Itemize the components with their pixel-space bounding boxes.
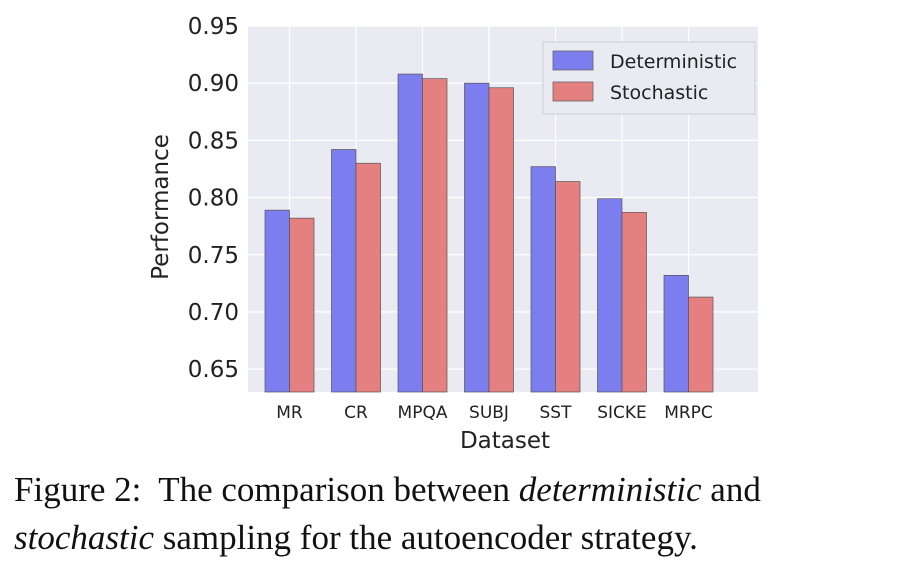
legend-swatch-deterministic (552, 50, 594, 71)
bar-stochastic-cr (355, 162, 381, 393)
bar-stochastic-sst (555, 181, 581, 393)
x-tick-label: CR (344, 403, 368, 423)
legend-label-stochastic: Stochastic (610, 82, 708, 104)
y-tick-labels: 0.65 0.70 0.75 0.80 0.85 0.90 0.95 (188, 14, 239, 383)
bar-deterministic-mpqa (397, 73, 423, 393)
legend-swatch-stochastic (552, 81, 594, 102)
y-tick-label: 0.80 (188, 186, 239, 212)
x-tick-label: SST (540, 403, 573, 423)
legend: Deterministic Stochastic (542, 41, 756, 115)
y-tick-label: 0.75 (188, 243, 239, 269)
bar-deterministic-subj (464, 82, 490, 393)
caption-emphasis-stochastic: stochastic (14, 518, 154, 557)
bar-stochastic-mpqa (422, 78, 448, 393)
caption-text-3: sampling for the autoencoder strategy. (162, 518, 698, 557)
figure-caption: Figure 2: The comparison between determi… (14, 466, 904, 562)
x-tick-label: MR (276, 403, 303, 423)
bar-stochastic-mrpc (688, 296, 714, 393)
legend-label-deterministic: Deterministic (610, 51, 737, 73)
x-tick-label: SUBJ (469, 403, 509, 423)
bar-deterministic-sicke (597, 198, 623, 393)
caption-text-1: The comparison between (158, 470, 511, 509)
y-tick-label: 0.65 (188, 357, 239, 383)
x-axis-title: Dataset (460, 428, 550, 454)
caption-emphasis-deterministic: deterministic (518, 470, 702, 509)
x-tick-label: MRPC (664, 403, 713, 423)
bar-deterministic-sst (530, 166, 556, 393)
bar-deterministic-mr (264, 209, 290, 393)
y-tick-label: 0.85 (188, 128, 239, 154)
caption-label: Figure 2: (14, 470, 142, 509)
bar-deterministic-cr (331, 149, 357, 393)
y-tick-label: 0.70 (188, 300, 239, 326)
bar-chart: 0.65 0.70 0.75 0.80 0.85 0.90 0.95 MR CR MPQA SUB… (148, 14, 758, 454)
caption-text-2: and (710, 470, 761, 509)
bar-stochastic-subj (488, 87, 514, 393)
x-tick-labels: MR CR MPQA SUBJ SST SICKE MRPC (276, 403, 713, 423)
x-tick-label: MPQA (398, 403, 448, 423)
y-axis-title: Performance (148, 134, 174, 280)
bar-stochastic-sicke (621, 212, 647, 393)
bars (264, 73, 714, 393)
y-tick-label: 0.95 (188, 14, 239, 40)
y-tick-label: 0.90 (188, 71, 239, 97)
bar-deterministic-mrpc (663, 274, 689, 393)
x-tick-label: SICKE (597, 403, 647, 423)
bar-stochastic-mr (289, 217, 315, 393)
